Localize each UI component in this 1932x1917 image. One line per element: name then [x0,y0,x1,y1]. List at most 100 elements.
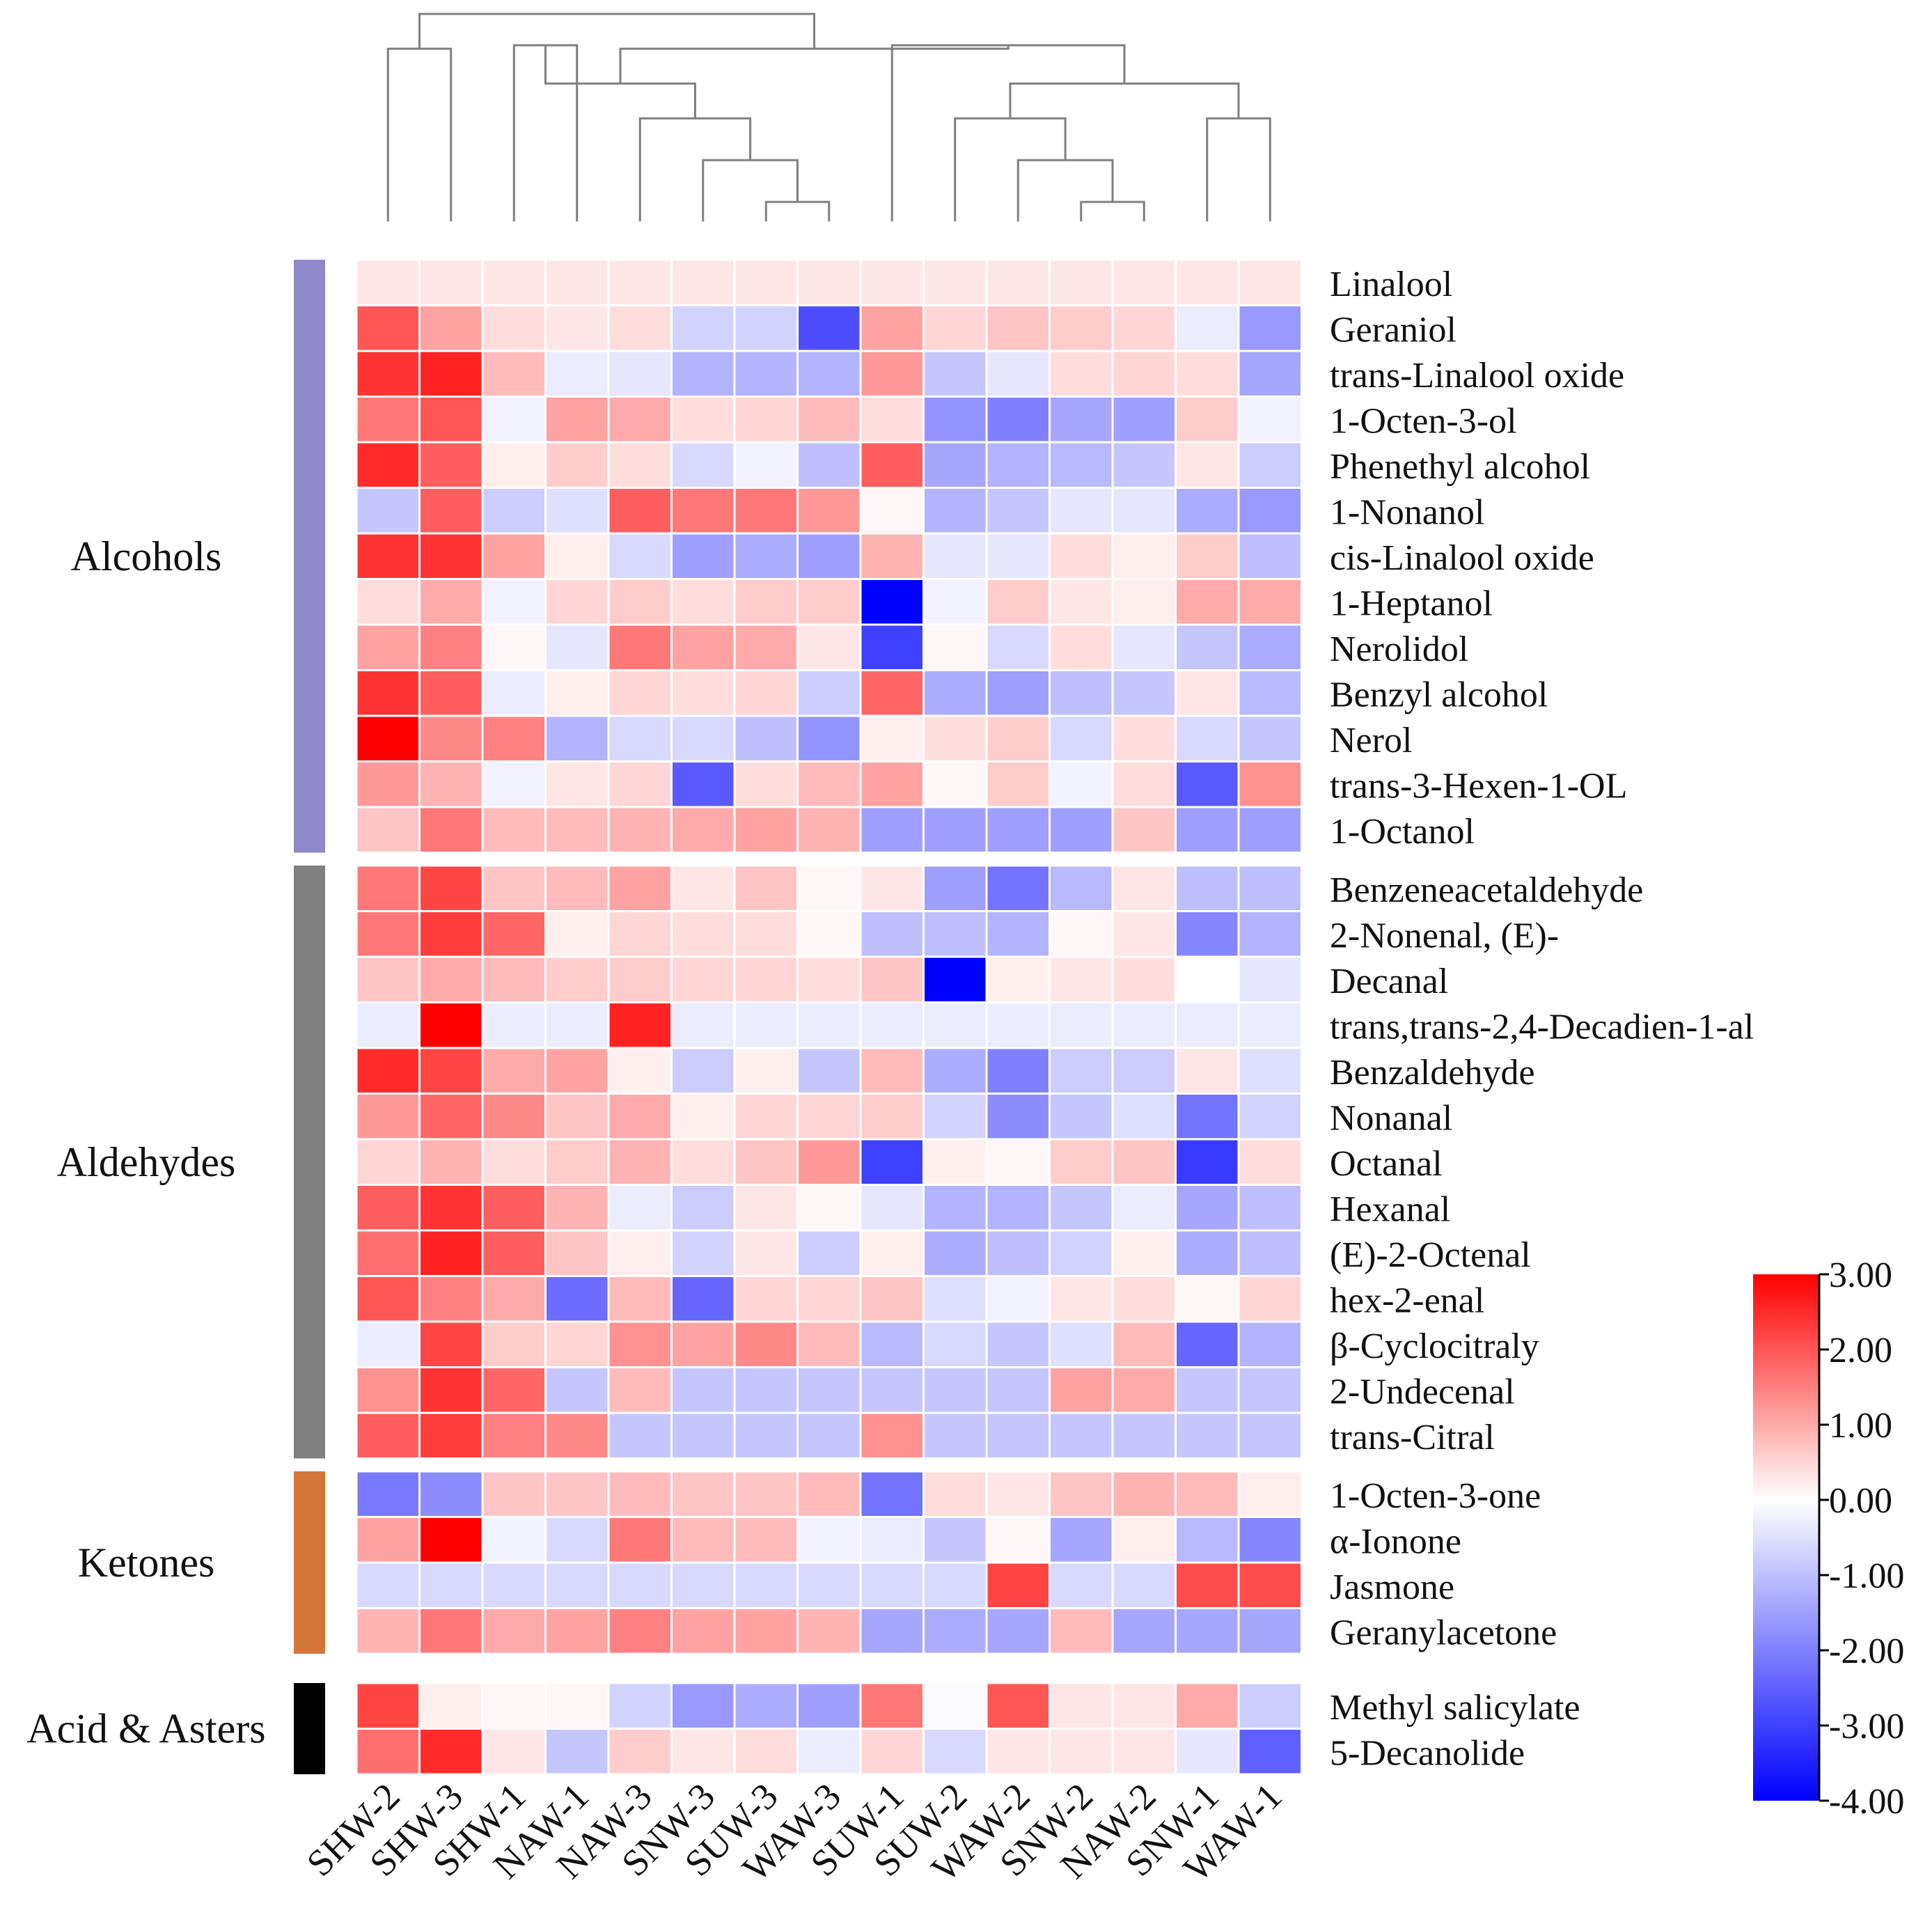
heatmap-cell [796,1047,862,1095]
heatmap-cell [1111,1001,1177,1049]
heatmap-cell [544,1411,610,1460]
heatmap-cell [355,532,421,580]
heatmap-cell [607,396,673,444]
heatmap-cell [1049,955,1114,1003]
heatmap-cell [1111,1682,1177,1730]
heatmap-cell [1237,1047,1303,1095]
heatmap-cell [733,1047,799,1095]
heatmap-cell [859,1728,925,1776]
heatmap-cell [1237,350,1303,398]
heatmap-cell [670,1275,736,1323]
heatmap-cell [1175,1411,1240,1460]
heatmap-cell [922,441,988,489]
colorbar-tick-label: 1.00 [1829,1406,1892,1446]
heatmap-cell [418,396,484,444]
heatmap-cell [922,396,988,444]
dendrogram-link [890,44,1126,221]
heatmap-cell [607,623,673,671]
heatmap-cell [1111,955,1177,1003]
heatmap-cell [859,258,925,306]
heatmap-cell [985,1275,1051,1323]
heatmap-cell [1049,714,1114,762]
heatmap-cell [1111,1138,1177,1186]
heatmap-cell [670,1470,736,1518]
heatmap-cell [796,487,862,535]
heatmap-cell [733,578,799,626]
heatmap-cell [418,1320,484,1368]
heatmap-cell [670,1001,736,1049]
heatmap-cell [544,1682,610,1730]
heatmap-cell [859,1093,925,1141]
row-label: trans-Linalool oxide [1330,356,1624,396]
heatmap-cell [1237,1275,1303,1323]
heatmap-cell [670,1411,736,1460]
heatmap-cell [481,258,547,306]
heatmap-cell [985,350,1051,398]
heatmap-cell [796,1366,862,1414]
heatmap-cell [733,955,799,1003]
heatmap-cell [985,532,1051,580]
heatmap-cell [418,1229,484,1277]
group-bar-2 [294,1471,325,1654]
colorbar-tick-label: 0.00 [1829,1481,1892,1521]
heatmap-cell [985,1184,1051,1232]
color-scale-legend: 3.00 2.00 1.00 0.00 -1.00 -2.00 -3.00 -4.00 [1753,1255,1904,1822]
heatmap-cell [670,1682,736,1730]
heatmap-cell [733,1366,799,1414]
heatmap-cell [796,1411,862,1460]
heatmap-cell [481,1229,547,1277]
heatmap-cell [985,1229,1051,1277]
heatmap-cell [922,1470,988,1518]
heatmap-cell [796,350,862,398]
dendrogram-link [638,117,752,221]
heatmap-cell [418,760,484,808]
heatmap-cell [859,1607,925,1655]
heatmap-cell [481,1138,547,1186]
heatmap-cell [607,1320,673,1368]
heatmap-cell [1049,487,1114,535]
heatmap-cell [859,1561,925,1609]
heatmap-cell [670,1047,736,1095]
heatmap-cell [1049,1275,1114,1323]
heatmap-cell [1237,864,1303,912]
heatmap-cell [1111,1728,1177,1776]
heatmap-cell [544,1229,610,1277]
heatmap-cell [418,1561,484,1609]
heatmap-cell [418,1138,484,1186]
heatmap-cell [670,910,736,958]
heatmap-cell [481,1320,547,1368]
heatmap-cell [1111,1229,1177,1277]
heatmap-cell [985,955,1051,1003]
heatmap-cell [418,1275,484,1323]
heatmap-cell [922,1682,988,1730]
heatmap-cell [355,487,421,535]
heatmap-cell [985,1320,1051,1368]
heatmap-cell [1237,1411,1303,1460]
heatmap-cell [355,1275,421,1323]
heatmap-cell [1175,1607,1240,1655]
heatmap-cell [922,304,988,352]
heatmap-cell [670,1138,736,1186]
heatmap-cell [922,578,988,626]
heatmap-cell [985,623,1051,671]
heatmap-cell [922,1001,988,1049]
heatmap-cell [355,1001,421,1049]
heatmap-cell [1175,806,1240,854]
heatmap-cell [1111,1275,1177,1323]
heatmap-cell [355,1516,421,1564]
row-label: α-Ionone [1330,1521,1461,1561]
heatmap-cell [1111,669,1177,717]
heatmap-cell [1237,714,1303,762]
row-label: Phenethyl alcohol [1330,447,1590,487]
heatmap-cell [1237,1607,1303,1655]
heatmap-cell [733,304,799,352]
row-label: Geraniol [1330,310,1456,350]
heatmap-cell [1111,441,1177,489]
heatmap-cell [1237,441,1303,489]
heatmap-cell [355,1470,421,1518]
heatmap-cells [355,258,1303,1776]
dendrogram-link [1206,117,1271,221]
heatmap-cell [1111,714,1177,762]
row-label: 1-Heptanol [1330,584,1493,623]
row-label: trans-Citral [1330,1418,1495,1457]
